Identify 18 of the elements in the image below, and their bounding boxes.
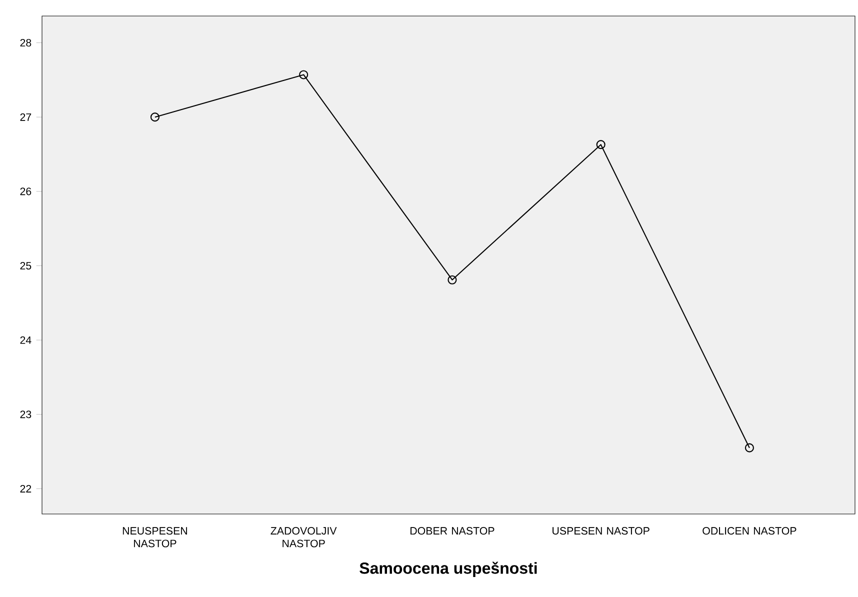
y-tick-label: 22 — [20, 484, 32, 492]
x-tick-label: USPESEN NASTOP — [552, 527, 650, 535]
x-tick-label: ZADOVOLJIV NASTOP — [270, 527, 337, 548]
y-tick-label: 23 — [20, 410, 32, 418]
x-axis-title: Samoocena uspešnosti — [360, 562, 537, 578]
y-tick-label: 27 — [20, 113, 32, 121]
point — [744, 443, 754, 452]
x-tick-label: NEUSPESEN NASTOP — [122, 527, 187, 548]
x-tick-label: DOBER NASTOP — [410, 527, 494, 535]
y-tick-label: 26 — [20, 188, 32, 196]
y-tick-label: 25 — [20, 262, 32, 270]
point — [150, 112, 160, 122]
point — [299, 70, 308, 80]
x-tick-label: ODLICEN NASTOP — [702, 527, 796, 535]
y-tick-label: 24 — [20, 336, 32, 344]
point — [448, 275, 457, 284]
y-tick-label: 28 — [20, 38, 32, 47]
point — [596, 140, 606, 150]
